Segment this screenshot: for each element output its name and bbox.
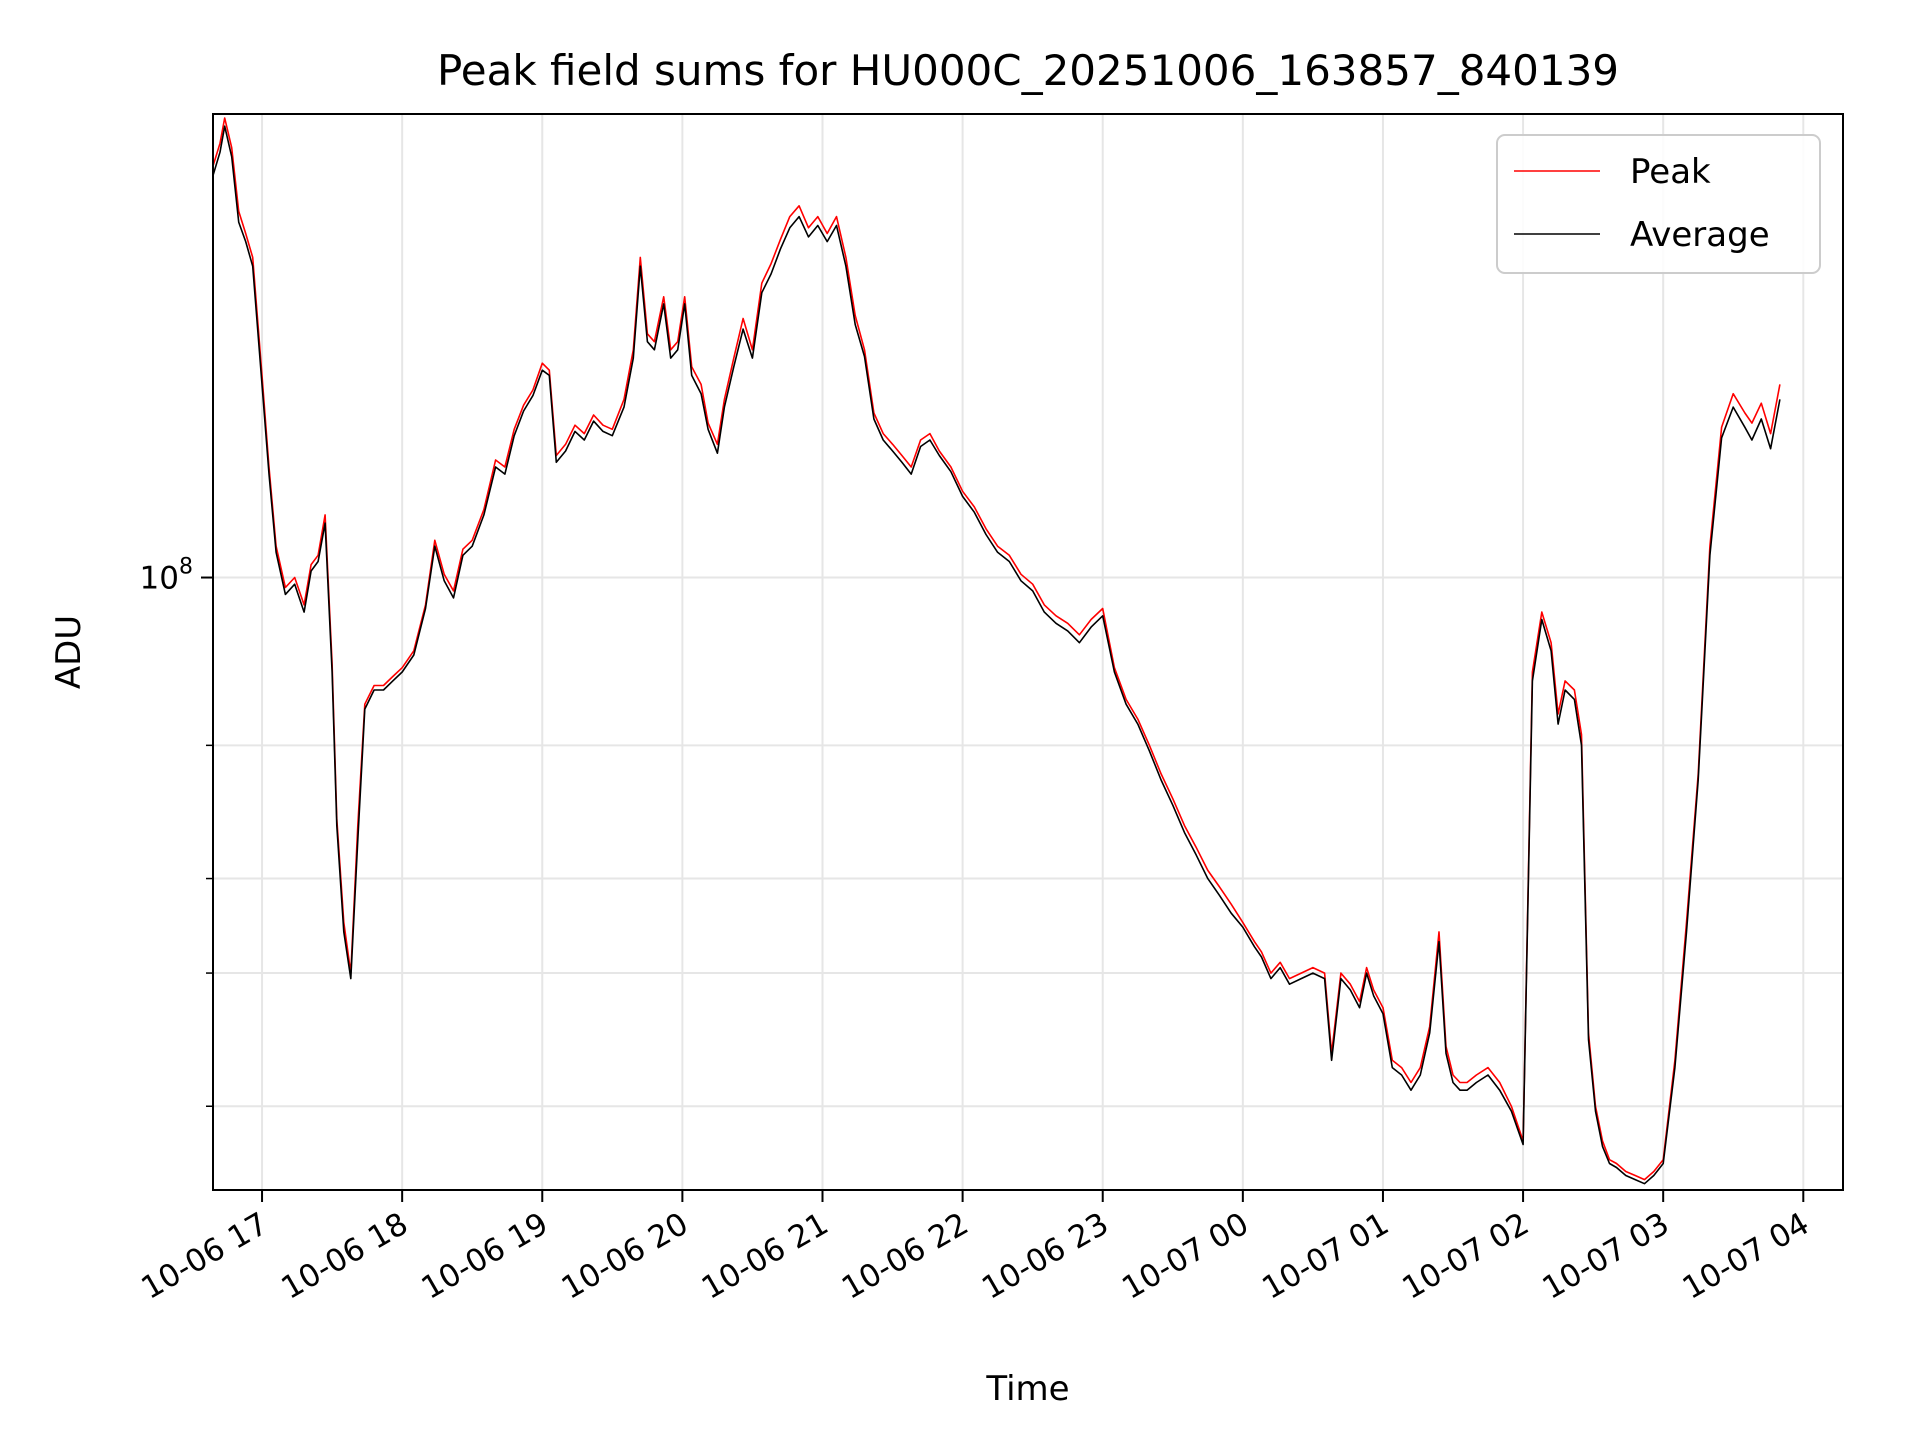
y-tick-label: 108	[140, 555, 193, 597]
plot-frame	[212, 113, 1844, 1191]
legend-label-peak: Peak	[1630, 152, 1711, 192]
legend-box	[1496, 134, 1821, 274]
legend-label-average: Average	[1630, 215, 1770, 255]
y-axis-label: ADU	[49, 615, 89, 689]
grid-lines	[213, 114, 1843, 1190]
data-lines	[213, 117, 1781, 1185]
y-axis-ticks: 108	[140, 555, 213, 1108]
chart-title: Peak field sums for HU000C_20251006_1638…	[437, 46, 1619, 95]
legend: Peak Average	[1496, 134, 1821, 274]
x-axis-label: Time	[985, 1369, 1069, 1409]
series-average-line	[213, 125, 1781, 1185]
